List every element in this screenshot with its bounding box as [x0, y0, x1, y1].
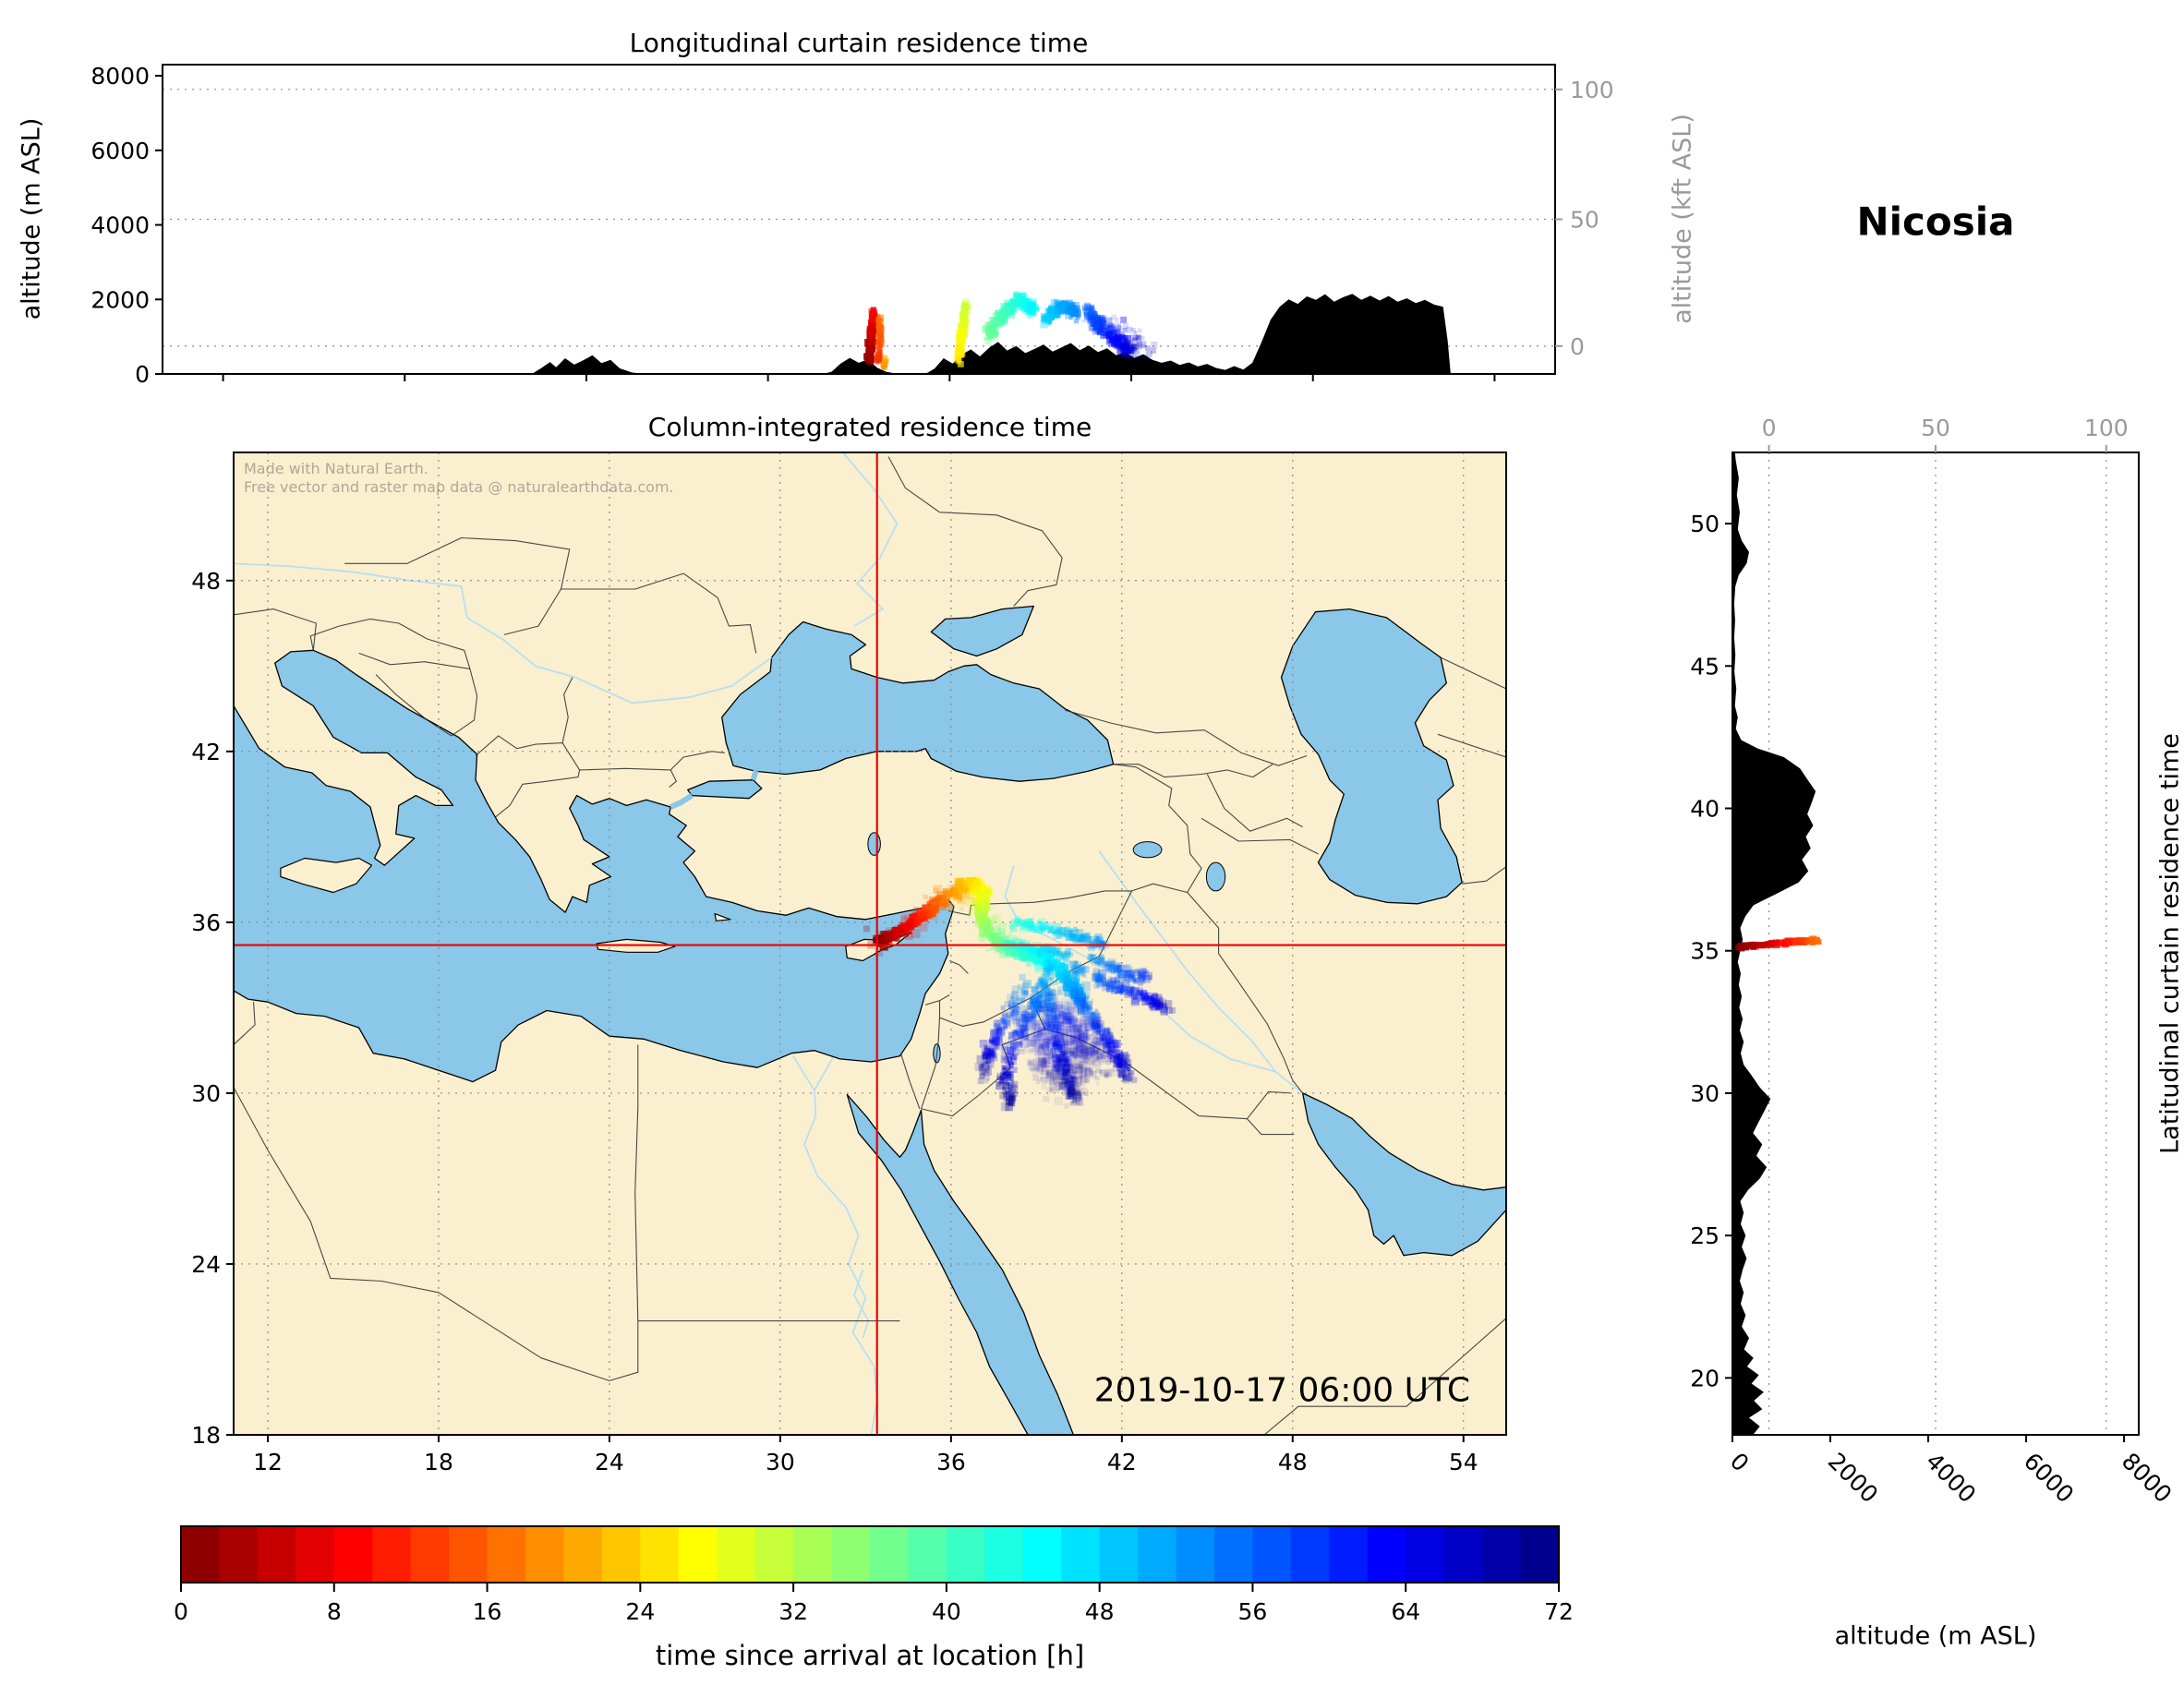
kft-gridlines	[1768, 452, 2107, 1435]
tick-label: 30	[1690, 1080, 1719, 1107]
tick-label: 36	[191, 909, 221, 936]
tick-label: 8000	[2117, 1448, 2177, 1508]
tick-label: 40	[1690, 796, 1719, 823]
terrain-profile	[1732, 452, 1816, 1435]
tick-label: 48	[1085, 1598, 1115, 1625]
tick-label: 72	[1544, 1598, 1574, 1625]
longitudinal-curtain-ylabel-right: altitude (kft ASL)	[1668, 114, 1697, 324]
tick-label: 45	[1690, 653, 1719, 680]
tick-label: 56	[1238, 1598, 1268, 1625]
residence-plume	[1735, 935, 1822, 952]
tick-label: 0	[1725, 1448, 1755, 1477]
tick-label: 30	[766, 1449, 795, 1475]
tick-label: 6000	[90, 138, 150, 164]
station-title: Nicosia	[1856, 199, 2015, 245]
tick-label: 12	[253, 1449, 283, 1475]
tick-label: 2000	[90, 286, 150, 313]
map-attribution-line2: Free vector and raster map data @ natura…	[244, 478, 674, 496]
tick-label: 2000	[1823, 1448, 1883, 1508]
map-gridlines	[234, 452, 1506, 1435]
map-axis-ticks: 12 18 24 30 36 42 48 54 18 24 30 36 42 48	[191, 568, 1478, 1475]
tick-label: 8	[327, 1598, 342, 1625]
seas	[234, 605, 1506, 1435]
tick-label: 48	[191, 568, 221, 595]
tick-label: 25	[1690, 1222, 1719, 1249]
tick-label: 4000	[90, 212, 150, 239]
tick-label: 50	[1921, 415, 1950, 441]
tick-label: 24	[595, 1449, 624, 1475]
tick-label: 35	[1690, 938, 1719, 965]
tick-label: 42	[191, 739, 221, 765]
colorbar-label: time since arrival at location [h]	[655, 1640, 1085, 1671]
tick-label: 54	[1449, 1449, 1478, 1475]
residence-plume	[863, 291, 1158, 370]
residence-plume	[863, 876, 1176, 1112]
straits	[670, 769, 759, 810]
map-title: Column-integrated residence time	[647, 412, 1092, 442]
axis-ticks: 0 2000 4000 6000 8000 0 50 100	[90, 63, 1613, 388]
tick-label: 18	[424, 1449, 453, 1475]
country-borders	[234, 456, 1506, 1435]
tick-label: 0	[135, 361, 150, 388]
tick-label: 0	[1570, 333, 1585, 360]
colorbar: 0 8 16 24 32 40 48 56 64 72	[174, 1525, 1574, 1625]
terrain-profile	[163, 294, 1555, 374]
tick-label: 24	[625, 1598, 655, 1625]
tick-label: 50	[1690, 511, 1719, 537]
map-timestamp: 2019-10-17 06:00 UTC	[1093, 1371, 1470, 1410]
tick-label: 18	[191, 1422, 221, 1449]
tick-label: 20	[1690, 1365, 1719, 1391]
tick-label: 16	[473, 1598, 502, 1625]
tick-label: 48	[1278, 1449, 1308, 1475]
tick-label: 42	[1107, 1449, 1137, 1475]
map-attribution-line1: Made with Natural Earth.	[244, 460, 428, 477]
map-attribution: Made with Natural Earth. Free vector and…	[244, 460, 674, 497]
latitudinal-curtain-panel: 20 25 30 35 40 45 50 0 2000 4000 6000 8000 0 50 100	[1690, 415, 2177, 1508]
tick-label: 6000	[2019, 1448, 2079, 1508]
tick-label: 100	[2084, 415, 2129, 441]
rivers	[234, 452, 1304, 1435]
colorbar-ticks: 0 8 16 24 32 40 48 56 64 72	[174, 1583, 1574, 1625]
tick-label: 40	[932, 1598, 961, 1625]
tick-label: 30	[191, 1080, 221, 1107]
map-geography	[234, 452, 1506, 1435]
tick-label: 50	[1570, 207, 1599, 234]
tick-label: 64	[1391, 1598, 1420, 1625]
longitudinal-curtain-title: Longitudinal curtain residence time	[629, 28, 1089, 58]
latitudinal-curtain-xlabel: altitude (m ASL)	[1834, 1621, 2037, 1651]
tick-label: 24	[191, 1251, 221, 1278]
tick-label: 0	[1762, 415, 1777, 441]
longitudinal-curtain-panel: 0 2000 4000 6000 8000 0 50 100	[90, 63, 1613, 388]
tick-label: 32	[778, 1598, 808, 1625]
longitudinal-curtain-ylabel-left: altitude (m ASL)	[17, 117, 46, 320]
map-panel: 12 18 24 30 36 42 48 54 18 24 30 36 42 48	[191, 452, 1507, 1475]
tick-label: 4000	[1921, 1448, 1981, 1508]
tick-label: 100	[1570, 77, 1614, 103]
tick-label: 0	[174, 1598, 188, 1625]
tick-label: 36	[936, 1449, 966, 1475]
tick-label: 8000	[90, 63, 150, 90]
latitudinal-curtain-right-label: Latitudinal curtain residence time	[2155, 733, 2184, 1154]
receptor-crosshair	[234, 452, 1506, 1435]
